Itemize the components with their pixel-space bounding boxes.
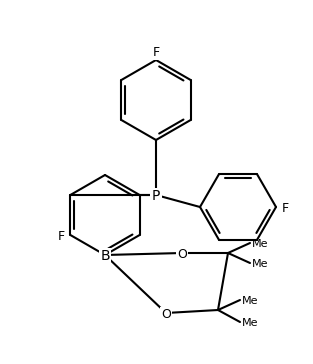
Text: Me: Me <box>242 296 259 306</box>
Text: Me: Me <box>242 318 259 328</box>
Text: Me: Me <box>252 259 269 269</box>
Text: O: O <box>161 308 171 321</box>
Text: B: B <box>100 249 110 264</box>
Text: Me: Me <box>252 239 269 249</box>
Text: F: F <box>281 202 289 215</box>
Text: O: O <box>177 248 187 261</box>
Text: F: F <box>58 230 65 243</box>
Text: F: F <box>152 46 160 59</box>
Text: P: P <box>152 190 160 203</box>
